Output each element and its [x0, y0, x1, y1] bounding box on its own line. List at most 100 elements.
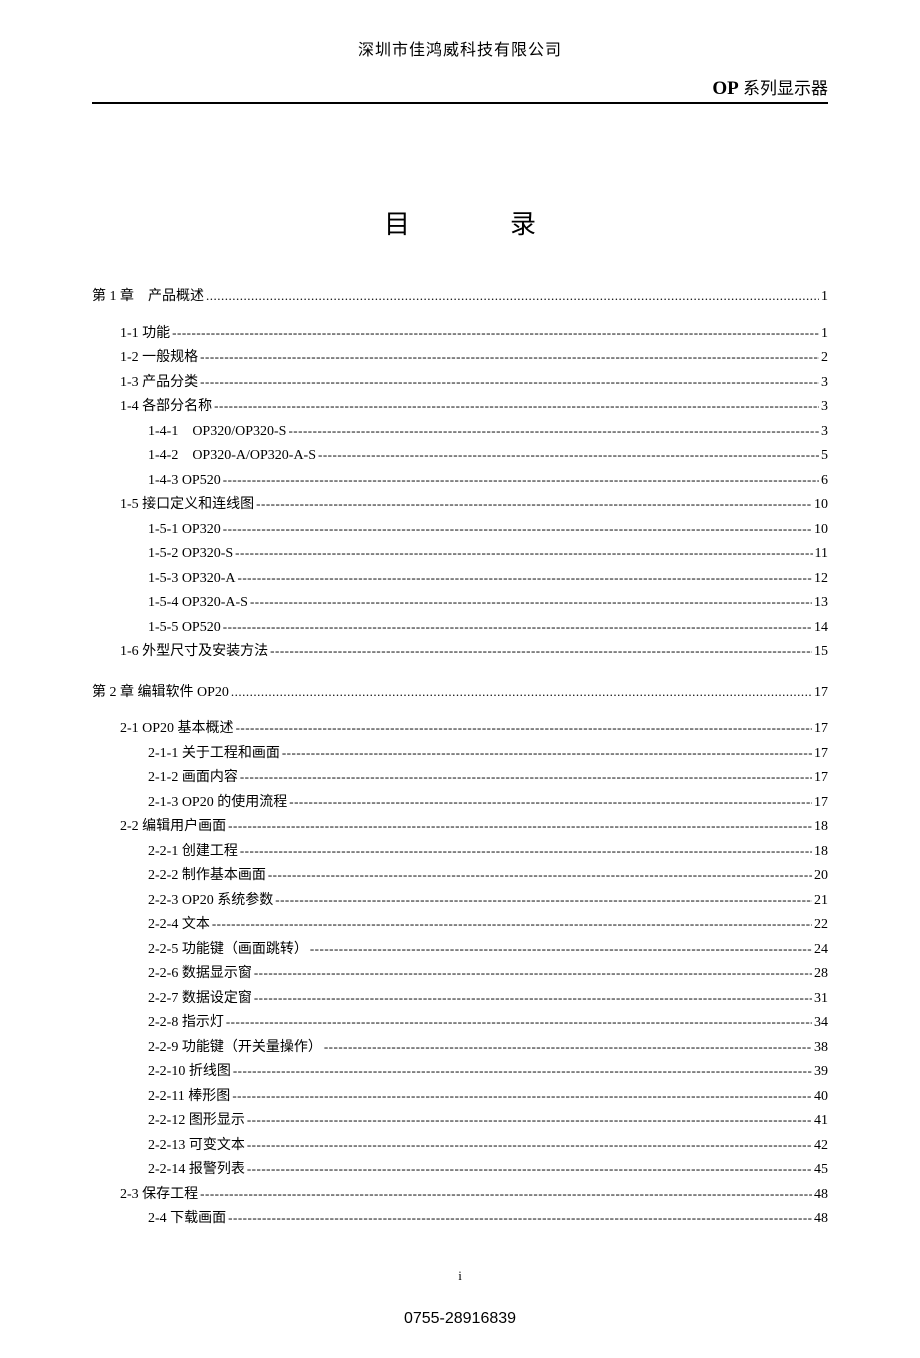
toc-entry: 2-2-4 文本 22: [148, 913, 828, 938]
toc-page: 3: [819, 371, 828, 396]
toc-label: 2-2-14 报警列表: [148, 1158, 247, 1183]
toc-page: 3: [819, 420, 828, 445]
toc-label: 2-1-1 关于工程和画面: [148, 742, 282, 767]
toc-entry: 2-2-6 数据显示窗 28: [148, 962, 828, 987]
toc-page: 17: [812, 791, 828, 816]
toc-leader: [310, 938, 812, 961]
toc-leader: [289, 791, 812, 814]
product-series-bold: OP: [712, 78, 738, 99]
toc-page: 20: [812, 864, 828, 889]
toc-leader: [172, 322, 819, 345]
toc-label: 2-2-7 数据设定窗: [148, 987, 254, 1012]
toc-page: 2: [819, 346, 828, 371]
toc-entry: 2-2-10 折线图 39: [148, 1060, 828, 1085]
toc-entry: 2-1-3 OP20 的使用流程 17: [148, 791, 828, 816]
toc-entry: 2-2-2 制作基本画面 20: [148, 864, 828, 889]
toc-label: 2-1-3 OP20 的使用流程: [148, 791, 289, 816]
toc-entry: 第 1 章 产品概述 1: [92, 285, 828, 310]
toc-page: 17: [812, 681, 828, 706]
toc-entry: 1-4 各部分名称 3: [120, 395, 828, 420]
toc-page: 6: [819, 469, 828, 494]
toc-label: 2-1 OP20 基本概述: [120, 717, 236, 742]
toc-entry: 2-2-3 OP20 系统参数 21: [148, 889, 828, 914]
toc-leader: [254, 987, 812, 1010]
toc-page: 34: [812, 1011, 828, 1036]
toc-leader: [226, 1011, 812, 1034]
product-series-text: 系列显示器: [739, 79, 828, 98]
toc-leader: [214, 395, 819, 418]
toc-label: 2-2-12 图形显示: [148, 1109, 247, 1134]
toc-entry: 1-3 产品分类 3: [120, 371, 828, 396]
toc-page: 15: [812, 640, 828, 665]
toc-leader: [231, 681, 812, 704]
toc-entry: 2-1-1 关于工程和画面 17: [148, 742, 828, 767]
toc-label: 1-5-5 OP520: [148, 616, 223, 641]
toc-leader: [275, 889, 812, 912]
toc-leader: [247, 1109, 812, 1132]
toc-entry: 2-1 OP20 基本概述 17: [120, 717, 828, 742]
toc-page: 3: [819, 395, 828, 420]
toc-label: 1-5 接口定义和连线图: [120, 493, 256, 518]
toc-entry: 2-2-7 数据设定窗 31: [148, 987, 828, 1012]
toc-leader: [256, 493, 812, 516]
toc-page: 17: [812, 766, 828, 791]
toc-leader: [238, 567, 813, 590]
toc-leader: [200, 346, 819, 369]
toc-entry: 2-3 保存工程 48: [120, 1183, 828, 1208]
toc-entry: 1-5 接口定义和连线图 10: [120, 493, 828, 518]
toc-leader: [233, 1060, 812, 1083]
toc-leader: [223, 518, 812, 541]
toc-page: 48: [812, 1183, 828, 1208]
toc-page: 14: [812, 616, 828, 641]
toc-entry: 2-4 下载画面 48: [148, 1207, 828, 1232]
toc-page: 42: [812, 1134, 828, 1159]
toc-leader: [223, 469, 819, 492]
toc-label: 1-4-3 OP520: [148, 469, 223, 494]
toc-label: 2-2 编辑用户画面: [120, 815, 228, 840]
toc-page: 18: [812, 815, 828, 840]
toc-label: 2-2-1 创建工程: [148, 840, 240, 865]
toc-label: 2-2-11 棒形图: [148, 1085, 232, 1110]
toc-entry: 2-2-13 可变文本 42: [148, 1134, 828, 1159]
toc-entry: 1-5-5 OP520 14: [148, 616, 828, 641]
toc-label: 2-2-4 文本: [148, 913, 212, 938]
toc-entry: 2-2-5 功能键（画面跳转） 24: [148, 938, 828, 963]
toc-page: 10: [812, 518, 828, 543]
toc-entry: 1-2 一般规格 2: [120, 346, 828, 371]
toc-leader: [235, 542, 812, 565]
toc-page: 24: [812, 938, 828, 963]
toc-label: 2-2-5 功能键（画面跳转）: [148, 938, 310, 963]
toc-entry: 1-5-3 OP320-A 12: [148, 567, 828, 592]
toc-label: 2-2-6 数据显示窗: [148, 962, 254, 987]
toc-label: 第 1 章 产品概述: [92, 285, 206, 310]
toc-entry: 2-1-2 画面内容 17: [148, 766, 828, 791]
toc-entry: 2-2-9 功能键（开关量操作） 38: [148, 1036, 828, 1061]
toc-leader: [200, 1183, 812, 1206]
toc-page: 28: [812, 962, 828, 987]
table-of-contents: 第 1 章 产品概述11-1 功能 11-2 一般规格 21-3 产品分类 31…: [92, 285, 828, 1232]
product-series: OP 系列显示器: [704, 74, 828, 100]
toc-entry: 1-5-2 OP320-S 11: [148, 542, 828, 567]
toc-leader: [236, 717, 812, 740]
toc-label: 2-2-13 可变文本: [148, 1134, 247, 1159]
toc-leader: [324, 1036, 812, 1059]
toc-entry: 1-4-1 OP320/OP320-S 3: [148, 420, 828, 445]
toc-label: 1-4-1 OP320/OP320-S: [148, 420, 288, 445]
toc-page: 13: [812, 591, 828, 616]
toc-label: 2-4 下载画面: [148, 1207, 228, 1232]
toc-title-left: 目: [384, 204, 410, 241]
toc-label: 第 2 章 编辑软件 OP20: [92, 681, 231, 706]
toc-page: 38: [812, 1036, 828, 1061]
toc-page: 5: [819, 444, 828, 469]
toc-label: 2-2-3 OP20 系统参数: [148, 889, 275, 914]
toc-page: 12: [812, 567, 828, 592]
toc-page: 1: [819, 285, 828, 310]
toc-label: 1-3 产品分类: [120, 371, 200, 396]
toc-entry: 1-4-3 OP520 6: [148, 469, 828, 494]
toc-label: 2-1-2 画面内容: [148, 766, 240, 791]
toc-title: 目录: [92, 204, 828, 241]
toc-entry: 1-5-4 OP320-A-S 13: [148, 591, 828, 616]
toc-entry: 2-2 编辑用户画面 18: [120, 815, 828, 840]
toc-page: 39: [812, 1060, 828, 1085]
toc-leader: [247, 1158, 812, 1181]
